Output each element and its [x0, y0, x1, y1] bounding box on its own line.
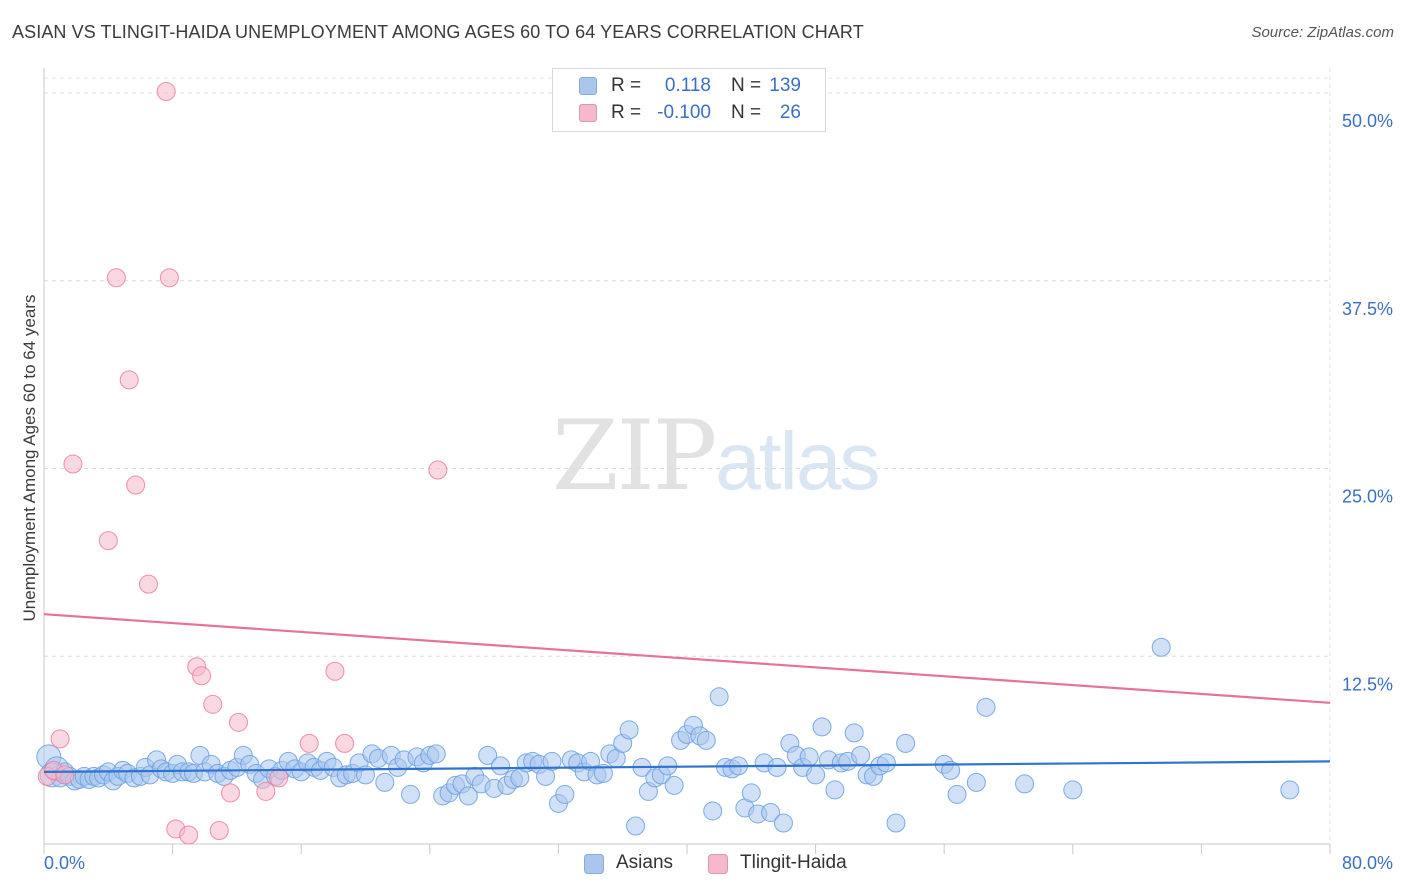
asians-point	[375, 772, 395, 792]
tlingit-haida-point	[299, 733, 319, 753]
tlingit-haida-point	[138, 574, 158, 594]
y-axis-label: Unemployment Among Ages 60 to 64 years	[20, 294, 39, 622]
trend-lines	[43, 613, 1331, 774]
asians-point	[896, 733, 916, 753]
tlingit-haida-point	[126, 475, 146, 495]
asians-point	[851, 745, 871, 765]
asians-point	[773, 813, 793, 833]
legend-swatch-tlingit-haida	[708, 854, 728, 874]
n-value: 139	[769, 75, 801, 96]
n-label: N =	[731, 75, 762, 96]
stats-box: R = 0.118 N = 139 R = -0.100 N = 26	[552, 68, 826, 132]
tick-labels: 12.5% 25.0% 37.5% 50.0% 0.0% 80.0%	[44, 111, 1393, 873]
asians-point	[703, 801, 723, 821]
axes	[43, 68, 1331, 854]
tlingit-haida-point	[192, 666, 212, 686]
source-credit: Source: ZipAtlas.com	[1251, 24, 1394, 41]
tlingit-haida-point	[229, 712, 249, 732]
asians-point	[696, 730, 716, 750]
asians-point	[799, 747, 819, 767]
asians-point	[555, 784, 575, 804]
legend-swatch-asians	[584, 854, 604, 874]
stats-row-tlingit-haida: R = -0.100 N = 26	[553, 101, 825, 127]
asians-point	[593, 763, 613, 783]
asians-point	[478, 745, 498, 765]
legend-label-tlingit-haida: Tlingit-Haida	[740, 852, 847, 873]
watermark-atlas: atlas	[715, 416, 880, 507]
asians-point	[761, 802, 781, 822]
asians-point	[741, 783, 761, 803]
n-value: 26	[779, 102, 801, 123]
tlingit-haida-point	[106, 268, 126, 288]
asians-point	[941, 760, 961, 780]
asians-point	[976, 697, 996, 717]
asians-point	[709, 687, 729, 707]
asians-point	[1151, 637, 1171, 657]
legend-label-asians: Asians	[616, 852, 674, 873]
y-tick-label: 12.5%	[1342, 674, 1393, 694]
asians-point	[966, 772, 986, 792]
asians-swatch	[579, 77, 597, 95]
x-tick-label: 0.0%	[44, 853, 85, 873]
x-tick-label: 80.0%	[1342, 853, 1393, 873]
asians-point	[767, 757, 787, 777]
asians-point	[626, 816, 646, 836]
tlingit-haida-trend-line	[43, 613, 1331, 704]
r-label: R =	[611, 102, 642, 123]
r-value: -0.100	[657, 102, 711, 123]
tlingit-haida-point	[98, 531, 118, 551]
tlingit-haida-point	[220, 783, 240, 803]
chart-title: ASIAN VS TLINGIT-HAIDA UNEMPLOYMENT AMON…	[12, 22, 864, 42]
r-label: R =	[611, 75, 642, 96]
asians-point	[619, 720, 639, 740]
y-tick-label: 50.0%	[1342, 111, 1393, 131]
asians-point	[401, 784, 421, 804]
tlingit-haida-point	[203, 694, 223, 714]
tlingit-haida-point	[50, 729, 70, 749]
tlingit-haida-point	[55, 765, 75, 785]
tlingit-haida-point	[325, 661, 345, 681]
asians-point	[806, 765, 826, 785]
y-tick-label: 25.0%	[1342, 487, 1393, 507]
tlingit-haida-point	[119, 370, 139, 390]
asians-point	[844, 723, 864, 743]
n-label: N =	[731, 102, 762, 123]
tlingit-haida-point	[209, 820, 229, 840]
asians-point	[1063, 780, 1083, 800]
asians-point	[876, 753, 896, 773]
asians-point	[664, 775, 684, 795]
tlingit-haida-swatch	[579, 104, 597, 122]
watermark: ZIPatlas	[552, 400, 880, 512]
asians-point	[542, 751, 562, 771]
tlingit-haida-point	[428, 460, 448, 480]
tlingit-haida-point	[156, 82, 176, 102]
tlingit-haida-point	[256, 781, 276, 801]
tlingit-haida-point	[335, 733, 355, 753]
asians-point	[491, 756, 511, 776]
asians-point	[426, 744, 446, 764]
tlingit-haida-point	[63, 454, 83, 474]
asians-point	[947, 784, 967, 804]
watermark-zip: ZIP	[552, 400, 717, 512]
asians-trend-line	[43, 760, 1331, 774]
asians-points	[36, 637, 1300, 836]
stats-row-asians: R = 0.118 N = 139	[553, 74, 825, 100]
r-value: 0.118	[664, 75, 711, 96]
asians-point	[886, 813, 906, 833]
tlingit-haida-point	[179, 825, 199, 845]
asians-point	[812, 717, 832, 737]
asians-point	[825, 780, 845, 800]
tlingit-haida-point	[269, 768, 289, 788]
asians-point	[1280, 780, 1300, 800]
tlingit-haida-points	[37, 82, 448, 845]
asians-point	[1015, 774, 1035, 794]
asians-point	[458, 786, 478, 806]
tlingit-haida-point	[159, 268, 179, 288]
y-tick-label: 37.5%	[1342, 299, 1393, 319]
